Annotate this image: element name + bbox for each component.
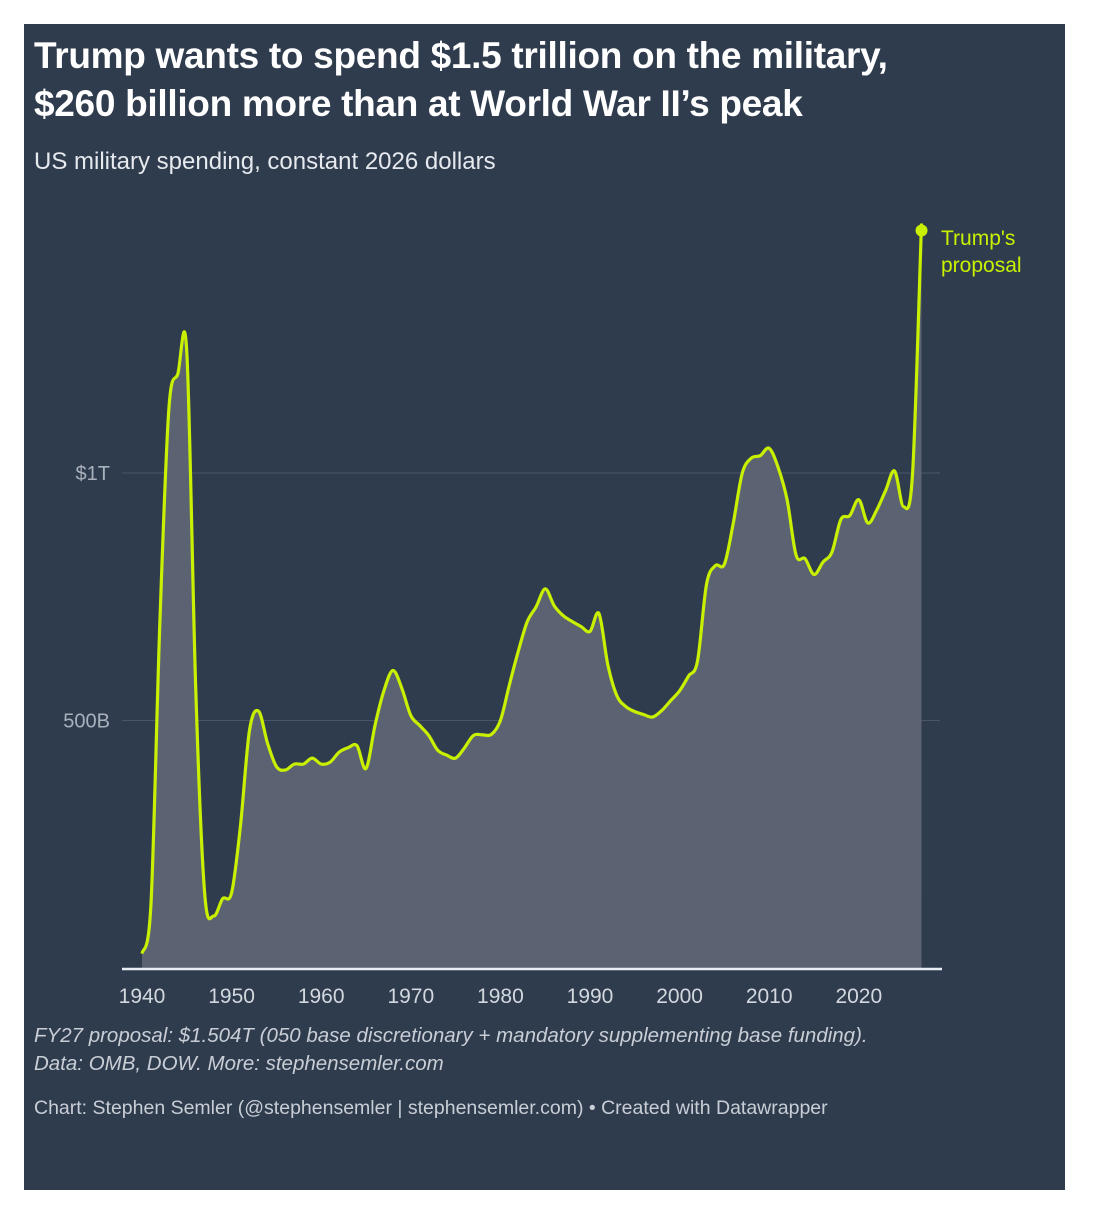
proposal-dot <box>915 224 928 237</box>
x-tick-label: 1950 <box>208 985 255 1008</box>
note-line-2: Data: OMB, DOW. More: stephensemler.com <box>34 1052 444 1075</box>
y-tick-label: 500B <box>63 711 110 733</box>
series-line <box>140 223 924 955</box>
chart-credit: Chart: Stephen Semler (@stephensemler | … <box>34 1097 828 1119</box>
x-tick-label: 2000 <box>656 985 703 1008</box>
x-tick-label: 1990 <box>567 985 614 1008</box>
title-line-2: $260 billion more than at World War II’s… <box>34 83 803 124</box>
chart-subtitle: US military spending, constant 2026 doll… <box>34 148 496 175</box>
x-tick-label: 1960 <box>298 985 345 1008</box>
x-tick-label: 2020 <box>835 985 882 1008</box>
x-tick-label: 1940 <box>119 985 166 1008</box>
chart-title: Trump wants to spend $1.5 trillion on th… <box>34 32 1024 128</box>
x-tick-label: 2010 <box>746 985 793 1008</box>
annotation-line-1: Trump's <box>941 227 1015 250</box>
y-tick-label: $1T <box>76 463 110 485</box>
x-tick-label: 1980 <box>477 985 524 1008</box>
area-fill <box>142 223 922 968</box>
note-line-1: FY27 proposal: $1.504T (050 base discret… <box>34 1024 868 1047</box>
title-line-1: Trump wants to spend $1.5 trillion on th… <box>34 35 888 76</box>
chart-notes: FY27 proposal: $1.504T (050 base discret… <box>34 1022 868 1078</box>
x-tick-label: 1970 <box>387 985 434 1008</box>
annotation-line-2: proposal <box>941 254 1022 277</box>
